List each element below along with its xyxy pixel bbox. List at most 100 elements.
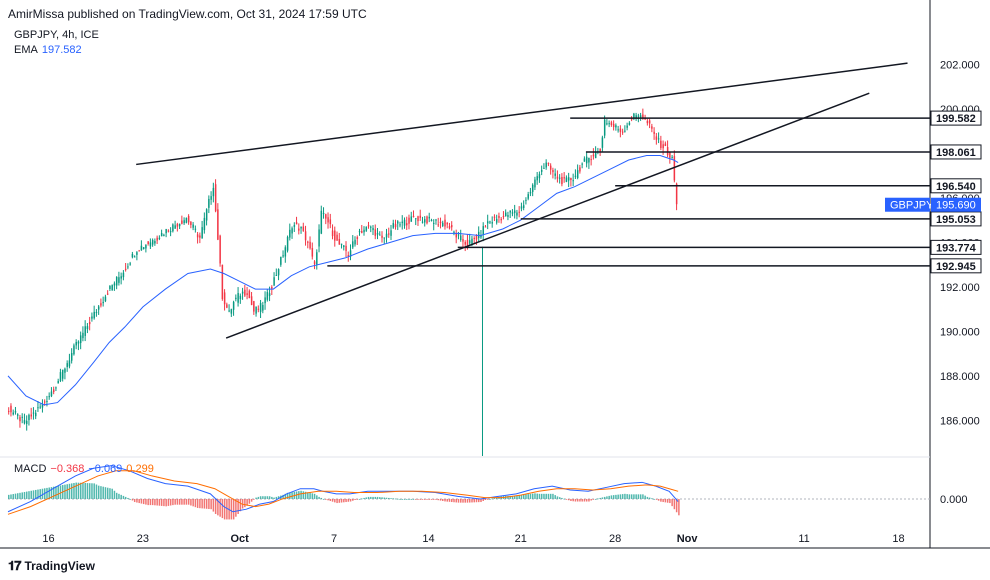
candle-body	[567, 177, 570, 181]
candle-body	[192, 224, 194, 228]
macd-histogram-bar	[172, 498, 174, 506]
candle-body	[237, 293, 239, 303]
candle-body	[21, 416, 23, 418]
price-badge	[931, 197, 981, 212]
macd-histogram-bar	[329, 498, 332, 502]
macd-histogram-bar	[664, 498, 667, 503]
macd-histogram-bar	[480, 498, 482, 503]
candle-body	[525, 199, 527, 201]
macd-histogram-bar	[64, 484, 66, 499]
candle-body	[273, 277, 275, 286]
macd-histogram-bar	[644, 495, 646, 499]
candle-body	[558, 177, 561, 179]
candle-body	[77, 341, 80, 344]
macd-histogram-bar	[131, 498, 134, 501]
candle-body	[129, 263, 131, 265]
macd-histogram-bar	[513, 495, 516, 499]
symbol-label: GBPJPY, 4h, ICE	[14, 29, 99, 41]
macd-histogram-bar	[289, 492, 291, 499]
candle-body	[12, 412, 14, 415]
tradingview-footer[interactable]: 𝟏𝟕 TradingView	[8, 558, 95, 574]
macd-histogram-bar	[653, 498, 655, 500]
candle-body	[417, 216, 419, 222]
ema-label: EMA	[14, 44, 38, 56]
candle-body	[199, 235, 201, 238]
candle-body	[639, 115, 642, 118]
candle-body	[361, 231, 363, 233]
macd-histogram-bar	[46, 487, 48, 499]
macd-histogram-bar	[133, 498, 136, 503]
macd-histogram-bar	[475, 498, 478, 503]
candle-body	[140, 245, 143, 251]
candle-body	[82, 332, 84, 339]
time-tick-label: 23	[137, 533, 149, 545]
candle-body	[25, 420, 28, 424]
macd-histogram-bar	[477, 498, 480, 503]
candle-body	[318, 229, 320, 247]
level-label-box	[930, 258, 982, 274]
candle-body	[354, 239, 356, 245]
macd-histogram-bar	[354, 498, 356, 500]
candle-body	[401, 221, 404, 224]
macd-histogram-bar	[327, 498, 329, 501]
macd-histogram-bar	[590, 498, 592, 501]
macd-histogram-bar	[516, 495, 518, 499]
candle-body	[498, 215, 500, 218]
macd-histogram-bar	[142, 498, 145, 505]
candle-body	[572, 180, 574, 182]
macd-histogram-bar	[455, 498, 458, 503]
trendline-upper-channel	[136, 62, 908, 166]
macd-histogram-bar	[646, 496, 649, 499]
candle-body	[349, 250, 352, 257]
macd-histogram-bar	[244, 498, 246, 508]
macd-histogram-bar	[491, 498, 493, 500]
candle-body	[545, 162, 547, 168]
macd-histogram-bar	[444, 498, 446, 502]
candle-body	[552, 170, 554, 173]
macd-histogram-bar	[347, 498, 350, 502]
candle-body	[493, 216, 496, 218]
candle-body	[250, 296, 253, 305]
candle-body	[127, 266, 129, 268]
candle-body	[232, 301, 235, 310]
macd-histogram-bar	[156, 498, 158, 506]
candle-body	[630, 118, 633, 120]
candle-body	[309, 241, 311, 249]
candle-body	[174, 225, 176, 229]
macd-value-2: −0.069	[88, 463, 123, 475]
candle-body	[208, 198, 210, 208]
macd-histogram-bar	[583, 498, 586, 502]
time-tick-label: 21	[515, 533, 527, 545]
macd-histogram-bar	[118, 493, 120, 499]
candle-body	[513, 210, 516, 213]
candle-body	[201, 227, 203, 239]
macd-histogram-bar	[451, 498, 453, 503]
time-tick-label: 14	[422, 533, 434, 545]
macd-histogram-bar	[660, 498, 662, 502]
candle-body	[230, 309, 233, 314]
candle-body	[608, 123, 610, 125]
candle-body	[190, 221, 192, 225]
candle-body	[448, 226, 451, 229]
candle-body	[68, 360, 71, 367]
macd-histogram-bar	[55, 486, 57, 499]
macd-histogram-bar	[639, 494, 642, 499]
macd-histogram-bar	[183, 498, 185, 505]
macd-histogram-bar	[106, 487, 109, 499]
macd-histogram-bar	[606, 496, 608, 499]
macd-histogram-bar	[565, 498, 568, 500]
candle-body	[286, 236, 289, 251]
candle-body	[183, 220, 185, 224]
macd-histogram-bar	[358, 498, 361, 500]
candle-body	[113, 283, 116, 286]
candle-body	[588, 157, 590, 163]
macd-histogram-bar	[174, 498, 176, 505]
macd-histogram-bar	[509, 495, 511, 499]
candle-body	[122, 272, 125, 278]
candle-body	[522, 205, 525, 208]
macd-histogram-bar	[599, 497, 601, 499]
macd-histogram-bar	[630, 494, 633, 499]
macd-histogram-bar	[617, 494, 619, 499]
macd-histogram-bar	[178, 498, 181, 505]
